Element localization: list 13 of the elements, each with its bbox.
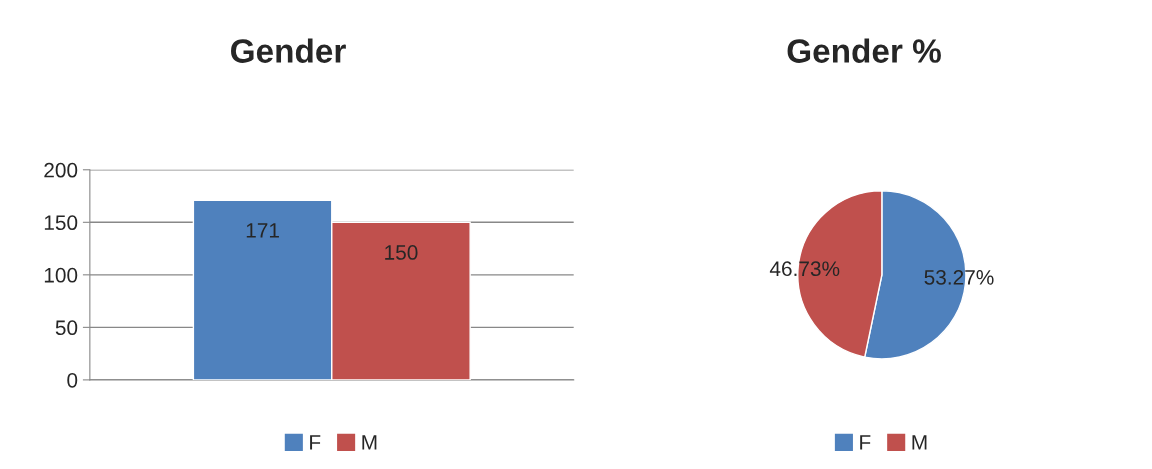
y-tick-label: 50 [55,320,78,336]
data-label: 171 [246,223,279,238]
y-tick-label: 0 [67,372,78,388]
legend-label: F [310,435,321,450]
legend-label: M [912,435,927,450]
chart-title: Gender % [787,38,941,63]
legend-label: M [362,435,377,450]
y-tick-label: 150 [44,215,78,231]
y-tick-label: 100 [44,267,78,283]
legend-label: F [860,435,871,450]
chart-title: Gender [231,38,346,63]
y-tick-label: 200 [44,162,78,178]
data-label: 150 [385,245,418,260]
